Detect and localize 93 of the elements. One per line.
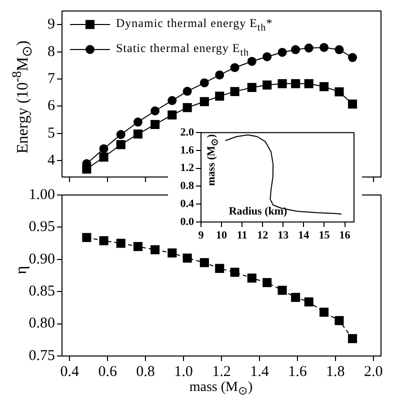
y-tick-label: 2.0 bbox=[180, 126, 194, 138]
point bbox=[230, 63, 240, 72]
x-tick-label: 16 bbox=[339, 229, 351, 242]
x-tick-label: 1.6 bbox=[288, 364, 308, 380]
point bbox=[334, 45, 344, 54]
point bbox=[150, 245, 160, 254]
point bbox=[247, 56, 256, 66]
y-tick-label: 8 bbox=[48, 44, 55, 60]
point bbox=[334, 316, 344, 326]
x-tick-label: 14 bbox=[298, 229, 310, 242]
point bbox=[278, 286, 287, 295]
x-tick-label: 0.4 bbox=[60, 364, 80, 380]
point bbox=[168, 110, 177, 120]
x-tick-label: 1.2 bbox=[212, 364, 231, 380]
x-tick-label: 0.8 bbox=[136, 364, 155, 380]
x-axis-title: Radius (km) bbox=[228, 206, 288, 218]
point bbox=[320, 42, 329, 52]
x-tick-label: 1.0 bbox=[174, 364, 193, 380]
point bbox=[262, 52, 272, 62]
x-tick-label: 1.8 bbox=[326, 364, 345, 380]
y-tick-label: 0.0 bbox=[180, 216, 194, 228]
point bbox=[200, 258, 209, 268]
point bbox=[133, 118, 142, 127]
point bbox=[247, 274, 256, 283]
point bbox=[168, 248, 177, 258]
y-tick-label: 1.6 bbox=[180, 144, 194, 156]
point bbox=[168, 96, 177, 106]
legend-label: Dynamic thermal energy E$_{th}$* bbox=[116, 16, 273, 34]
point bbox=[116, 130, 126, 140]
point bbox=[334, 87, 344, 96]
y-tick-label: 4 bbox=[48, 152, 56, 169]
point bbox=[262, 80, 272, 90]
point bbox=[304, 44, 314, 53]
x-tick-label: 1.4 bbox=[250, 364, 270, 380]
point bbox=[291, 292, 300, 302]
point bbox=[230, 268, 240, 277]
point bbox=[304, 79, 314, 88]
x-tick-label: 9 bbox=[198, 229, 204, 242]
y-tick-label: 9 bbox=[48, 16, 55, 33]
point bbox=[82, 164, 92, 174]
point bbox=[215, 70, 224, 80]
y-tick-label: 0.4 bbox=[180, 198, 194, 210]
point bbox=[348, 100, 358, 109]
y-tick-label: 0.8 bbox=[180, 180, 194, 192]
point bbox=[320, 82, 329, 92]
point bbox=[200, 97, 209, 106]
point bbox=[82, 232, 92, 242]
x-tick-label: 11 bbox=[236, 229, 248, 242]
x-tick-label: 15 bbox=[318, 229, 330, 242]
x-axis-title: mass (M$_{⊙}$) bbox=[189, 380, 253, 398]
point bbox=[99, 236, 108, 246]
y-tick-label: 0.95 bbox=[28, 219, 55, 236]
point bbox=[99, 144, 108, 154]
x-tick-label: 13 bbox=[278, 229, 290, 242]
point bbox=[348, 334, 358, 344]
point bbox=[348, 53, 358, 62]
point bbox=[150, 120, 160, 130]
y-tick-label: 1.2 bbox=[180, 162, 194, 174]
point bbox=[278, 79, 287, 88]
point bbox=[133, 242, 142, 252]
point bbox=[133, 129, 142, 139]
y-tick-label: 1.00 bbox=[28, 186, 55, 203]
point bbox=[182, 86, 192, 96]
y-tick-label: 0.75 bbox=[28, 348, 55, 364]
y-tick-label: 0.90 bbox=[28, 251, 55, 268]
point bbox=[150, 106, 160, 116]
point bbox=[262, 278, 272, 288]
point bbox=[215, 264, 224, 273]
point bbox=[247, 82, 256, 92]
point bbox=[230, 87, 240, 96]
point bbox=[116, 238, 126, 248]
point bbox=[99, 152, 108, 162]
point bbox=[182, 103, 192, 112]
x-tick-label: 0.6 bbox=[98, 364, 118, 380]
y-tick-label: 6 bbox=[48, 98, 56, 114]
x-tick-label: 10 bbox=[216, 229, 228, 242]
y-tick-label: 0.85 bbox=[28, 284, 55, 300]
point bbox=[304, 297, 314, 306]
point bbox=[278, 48, 287, 57]
point bbox=[215, 92, 224, 101]
y-tick-label: 7 bbox=[48, 70, 56, 87]
y-tick-label: 5 bbox=[48, 125, 55, 142]
point bbox=[291, 45, 300, 54]
point bbox=[182, 254, 192, 263]
point bbox=[320, 308, 329, 317]
x-tick-label: 12 bbox=[257, 229, 269, 242]
point bbox=[116, 140, 126, 150]
point bbox=[200, 78, 209, 88]
legend-label: Static thermal energy E$_{th}$ bbox=[116, 40, 250, 58]
point bbox=[291, 79, 300, 88]
y-axis-title: η bbox=[13, 266, 30, 274]
x-tick-label: 2.0 bbox=[364, 364, 383, 380]
y-tick-label: 0.80 bbox=[28, 316, 55, 332]
